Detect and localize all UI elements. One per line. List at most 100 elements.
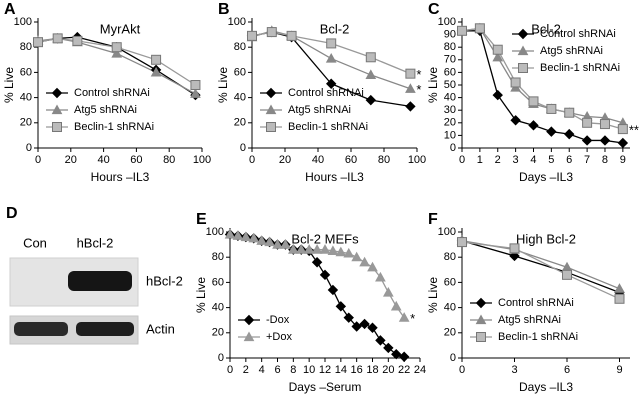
marker: [405, 101, 416, 112]
marker: [111, 47, 123, 58]
marker: [546, 126, 557, 137]
marker: [325, 53, 337, 63]
legend-marker: [51, 104, 63, 115]
legend-marker: [475, 297, 487, 309]
legend-marker: [518, 63, 528, 73]
x-tick-label: 2: [243, 364, 249, 376]
y-tick-label: 40: [20, 92, 32, 104]
marker: [365, 94, 377, 106]
legend-marker: [51, 87, 63, 99]
marker: [367, 322, 378, 333]
marker: [240, 231, 252, 242]
legend-marker: [476, 332, 486, 342]
band-label: hBcl-2: [146, 273, 183, 288]
marker: [256, 235, 268, 245]
legend-label: Beclin-1 shRNAi: [498, 331, 578, 343]
band-label: Actin: [146, 321, 175, 336]
series-line: [461, 240, 620, 294]
marker: [311, 257, 323, 268]
y-tick-label: 40: [444, 92, 456, 104]
marker: [383, 342, 394, 354]
legend-label: Beclin-1 shRNAi: [288, 121, 368, 133]
x-tick-label: 0: [227, 364, 233, 376]
x-tick-label: 6: [564, 364, 570, 376]
y-axis-label: % Live: [216, 67, 230, 103]
marker: [375, 335, 386, 346]
x-tick-label: 0: [35, 154, 41, 166]
y-tick-label: 20: [212, 327, 224, 339]
y-tick-label: 90: [444, 29, 456, 41]
chart-title: High Bcl-2: [516, 231, 576, 246]
marker: [398, 312, 410, 322]
series-line: [461, 27, 624, 124]
marker: [311, 244, 323, 254]
legend-marker: [243, 314, 255, 326]
legend-marker: [475, 314, 487, 325]
x-axis-label: Days –IL3: [519, 170, 573, 184]
x-tick-label: 0: [459, 364, 465, 376]
marker: [474, 23, 485, 34]
legend-marker: [517, 28, 529, 40]
marker: [326, 38, 337, 49]
series-line: [461, 241, 620, 300]
x-axis-label: Days –IL3: [519, 380, 573, 394]
marker: [617, 124, 628, 135]
marker: [492, 44, 503, 55]
x-tick-label: 5: [548, 154, 554, 166]
y-tick-label: 100: [438, 16, 456, 28]
y-tick-label: 10: [444, 129, 456, 141]
legend-marker: [52, 122, 62, 132]
y-tick-label: 20: [444, 117, 456, 129]
y-tick-label: 40: [212, 302, 224, 314]
marker: [359, 318, 370, 330]
marker: [457, 237, 467, 248]
marker: [224, 228, 236, 239]
y-axis-label: % Live: [426, 277, 440, 313]
marker: [365, 52, 376, 63]
legend-marker: [517, 45, 529, 56]
marker: [365, 69, 377, 80]
marker: [509, 243, 520, 254]
x-tick-label: 8: [290, 364, 296, 376]
x-tick-label: 9: [616, 364, 622, 376]
marker: [111, 42, 122, 53]
y-tick-label: 0: [450, 142, 456, 154]
marker: [382, 286, 394, 297]
marker: [52, 33, 63, 44]
y-tick-label: 20: [444, 327, 456, 339]
marker: [343, 247, 355, 258]
y-tick-label: 60: [212, 276, 224, 288]
x-axis-label: Hours –IL3: [305, 170, 364, 184]
marker: [266, 27, 277, 38]
x-tick-label: 0: [249, 154, 255, 166]
y-tick-label: 0: [218, 352, 224, 364]
y-tick-label: 0: [450, 352, 456, 364]
marker: [319, 269, 331, 281]
marker: [33, 37, 43, 48]
x-tick-label: 16: [351, 364, 363, 376]
marker: [405, 83, 416, 93]
marker: [325, 78, 337, 89]
marker: [319, 244, 331, 254]
marker: [391, 349, 402, 360]
marker: [599, 119, 610, 130]
legend-marker: [266, 122, 276, 132]
blot-panel: D Con hBcl-2 hBcl-2 Actin: [6, 205, 183, 345]
marker: [564, 128, 575, 140]
y-tick-label: 60: [444, 66, 456, 78]
x-tick-label: 6: [566, 154, 572, 166]
x-tick-label: 7: [584, 154, 590, 166]
marker: [247, 30, 257, 41]
marker: [190, 88, 201, 98]
marker: [492, 89, 503, 101]
x-tick-label: 22: [398, 364, 410, 376]
x-tick-label: 4: [530, 154, 536, 166]
series-line: [251, 31, 411, 75]
x-tick-label: 40: [312, 154, 324, 166]
x-tick-label: 24: [414, 364, 426, 376]
legend-label: Control shRNAi: [74, 87, 150, 99]
y-tick-label: 60: [444, 276, 456, 288]
series-line: [461, 27, 624, 130]
y-tick-label: 60: [20, 66, 32, 78]
